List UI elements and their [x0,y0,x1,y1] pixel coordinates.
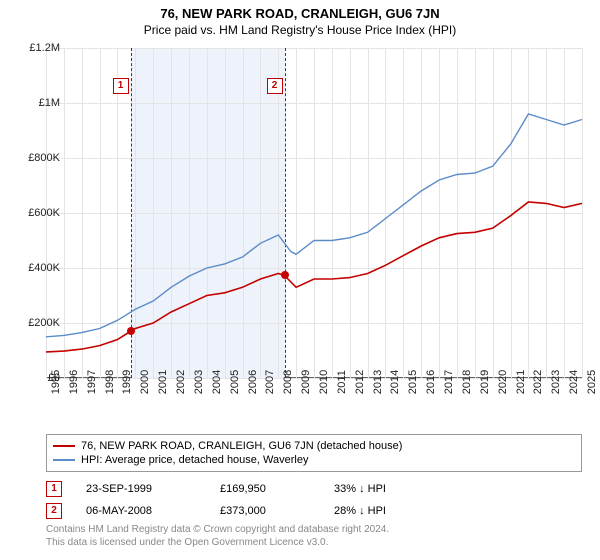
sale-price-1: £169,950 [220,483,310,495]
sale-marker-2: 2 [46,503,62,519]
legend-swatch-property [53,445,75,447]
sale-marker-1: 1 [46,481,62,497]
x-tick-label: 1998 [104,370,116,394]
x-tick-label: 2000 [139,370,151,394]
y-tick-label: £800K [28,152,60,164]
x-tick-label: 2015 [407,370,419,394]
x-tick-label: 2016 [425,370,437,394]
legend: 76, NEW PARK ROAD, CRANLEIGH, GU6 7JN (d… [46,434,582,472]
sale-date-2: 06-MAY-2008 [86,505,196,517]
x-tick-label: 2022 [532,370,544,394]
sales-table: 1 23-SEP-1999 £169,950 33% ↓ HPI 2 06-MA… [46,478,582,522]
x-tick-label: 1995 [50,370,62,394]
x-tick-label: 1997 [86,370,98,394]
chart-subtitle: Price paid vs. HM Land Registry's House … [0,21,600,41]
y-tick-label: £1M [39,97,60,109]
sale-hpi-1: 33% ↓ HPI [334,483,444,495]
chart-title: 76, NEW PARK ROAD, CRANLEIGH, GU6 7JN [0,0,600,21]
y-tick-label: £200K [28,317,60,329]
x-tick-label: 2017 [443,370,455,394]
x-tick-label: 1996 [68,370,80,394]
x-tick-label: 2011 [336,370,348,394]
x-tick-label: 2001 [157,370,169,394]
x-tick-label: 2009 [300,370,312,394]
sale-price-2: £373,000 [220,505,310,517]
x-tick-label: 2006 [247,370,259,394]
sale-dot-2 [281,271,289,279]
x-tick-label: 2004 [211,370,223,394]
x-tick-label: 2024 [568,370,580,394]
legend-label-property: 76, NEW PARK ROAD, CRANLEIGH, GU6 7JN (d… [81,440,402,452]
footnote-line-2: This data is licensed under the Open Gov… [46,537,582,550]
legend-item-property: 76, NEW PARK ROAD, CRANLEIGH, GU6 7JN (d… [53,439,575,453]
sale-dot-1 [127,327,135,335]
x-tick-label: 2018 [461,370,473,394]
x-tick-label: 2003 [193,370,205,394]
legend-item-hpi: HPI: Average price, detached house, Wave… [53,453,575,467]
footnote: Contains HM Land Registry data © Crown c… [46,524,582,549]
x-tick-label: 2020 [497,370,509,394]
chart-container: 76, NEW PARK ROAD, CRANLEIGH, GU6 7JN Pr… [0,0,600,560]
y-tick-label: £600K [28,207,60,219]
sale-marker-box-1: 1 [113,78,129,94]
x-tick-label: 2023 [550,370,562,394]
sale-row-1: 1 23-SEP-1999 £169,950 33% ↓ HPI [46,478,582,500]
chart-plot-area: 12 [46,48,582,378]
x-tick-label: 2014 [389,370,401,394]
x-tick-label: 2005 [229,370,241,394]
sale-row-2: 2 06-MAY-2008 £373,000 28% ↓ HPI [46,500,582,522]
x-tick-label: 2013 [372,370,384,394]
y-tick-label: £1.2M [29,42,60,54]
x-tick-label: 2002 [175,370,187,394]
legend-swatch-hpi [53,459,75,461]
series-hpi [46,114,582,337]
sale-hpi-2: 28% ↓ HPI [334,505,444,517]
x-tick-label: 1999 [121,370,133,394]
legend-label-hpi: HPI: Average price, detached house, Wave… [81,454,308,466]
x-tick-label: 2007 [264,370,276,394]
x-tick-label: 2008 [282,370,294,394]
x-tick-label: 2010 [318,370,330,394]
x-tick-label: 2021 [515,370,527,394]
sale-date-1: 23-SEP-1999 [86,483,196,495]
x-tick-label: 2019 [479,370,491,394]
footnote-line-1: Contains HM Land Registry data © Crown c… [46,524,582,537]
y-tick-label: £400K [28,262,60,274]
x-tick-label: 2025 [586,370,598,394]
x-tick-label: 2012 [354,370,366,394]
sale-marker-box-2: 2 [267,78,283,94]
